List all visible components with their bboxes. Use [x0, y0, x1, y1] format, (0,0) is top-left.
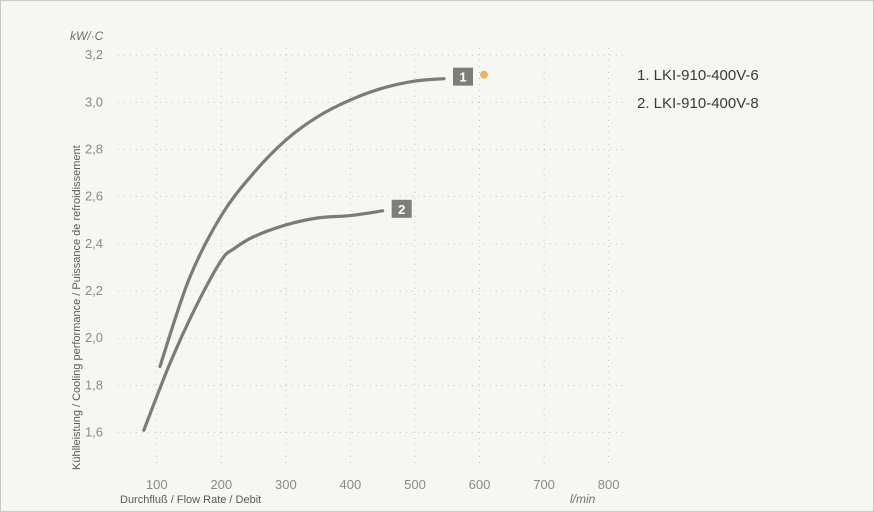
- x-tick-label: 600: [469, 477, 491, 492]
- x-tick-label: 300: [275, 477, 297, 492]
- y-tick-label: 2,4: [85, 236, 103, 251]
- series-badges: 12: [391, 67, 489, 218]
- y-tick-label: 2,0: [85, 330, 103, 345]
- legend-item-2: 2. LKI-910-400V-8: [637, 95, 759, 112]
- x-unit-label: l/min: [570, 492, 596, 506]
- x-tick-label: 800: [598, 477, 620, 492]
- series-line-1: [158, 77, 446, 369]
- series-badge-label-1: 1: [459, 70, 466, 85]
- x-tick-label: 500: [404, 477, 426, 492]
- highlight-marker: [480, 70, 489, 79]
- y-tick-label: 2,8: [85, 141, 103, 156]
- y-tick-labels: 1,6 1,8 2,0 2,2 2,4 2,6 2,8 3,0 3,2: [85, 47, 103, 440]
- y-tick-label: 1,8: [85, 377, 103, 392]
- y-tick-label: 1,6: [85, 425, 103, 440]
- x-tick-label: 200: [210, 477, 232, 492]
- x-tick-label: 700: [533, 477, 555, 492]
- y-unit-label: kW/·C: [70, 29, 104, 43]
- series-lines: [142, 77, 446, 432]
- series-badge-2: [391, 199, 412, 218]
- x-tick-label: 100: [146, 477, 168, 492]
- x-axis-label: Durchfluß / Flow Rate / Debit: [120, 494, 261, 506]
- y-tick-label: 2,2: [85, 283, 103, 298]
- grid: [118, 48, 628, 468]
- series-badge-label-2: 2: [398, 202, 405, 217]
- legend-item-1: 1. LKI-910-400V-6: [637, 67, 759, 84]
- x-tick-labels: 100 200 300 400 500 600 700 800: [146, 477, 620, 492]
- y-tick-label: 2,6: [85, 189, 103, 204]
- series-badge-1: [453, 67, 474, 86]
- series-line-2: [142, 209, 385, 432]
- x-tick-label: 400: [340, 477, 362, 492]
- y-tick-label: 3,0: [85, 94, 103, 109]
- y-axis-label: Kühlleistung / Cooling performance / Pui…: [71, 145, 83, 470]
- y-tick-label: 3,2: [85, 47, 103, 62]
